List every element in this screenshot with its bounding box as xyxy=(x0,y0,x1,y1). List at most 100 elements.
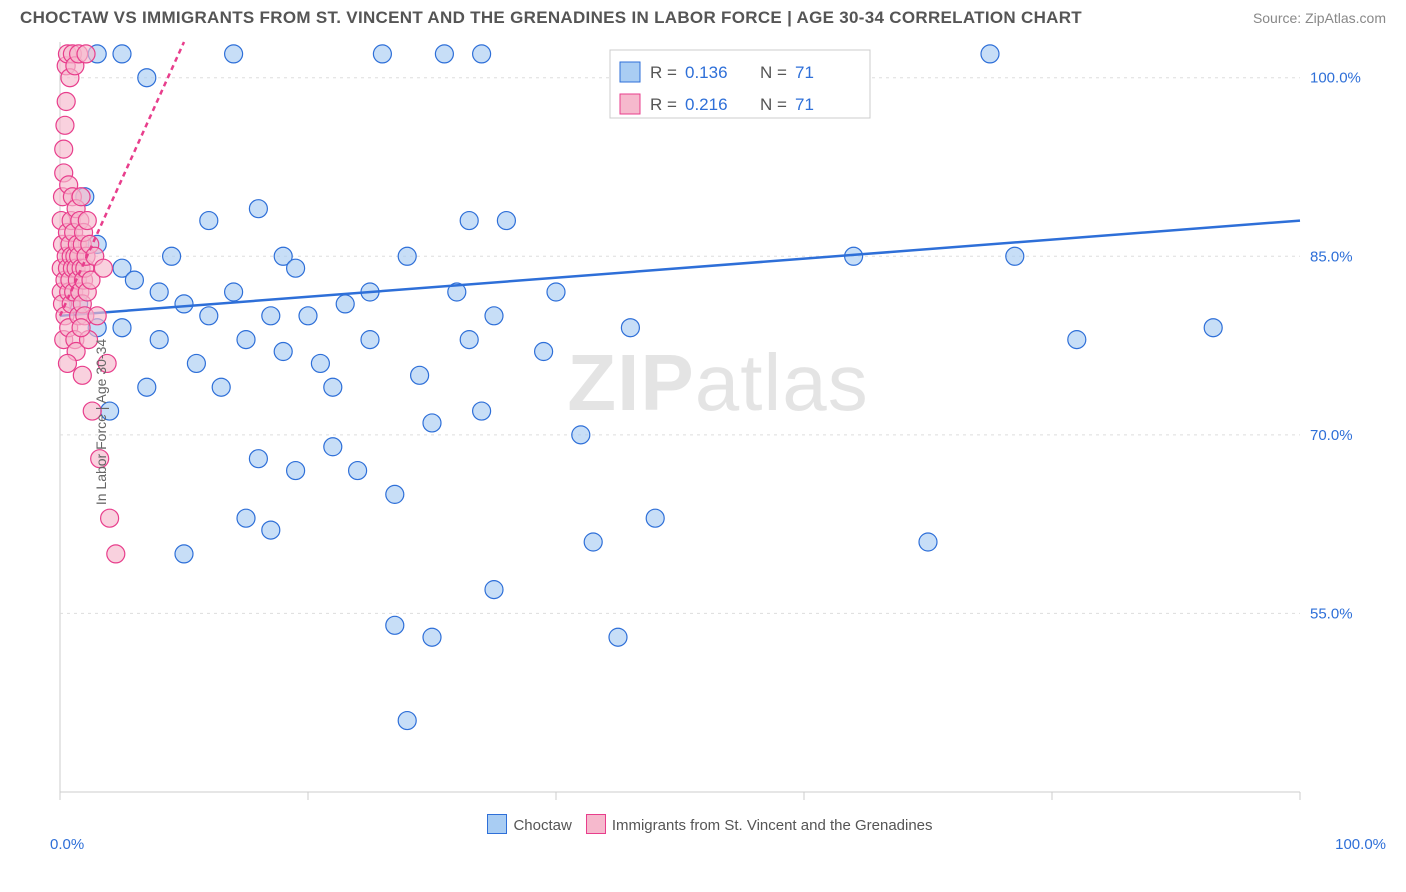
data-point xyxy=(621,319,639,337)
x-axis-min-label: 0.0% xyxy=(50,836,84,853)
data-point xyxy=(572,426,590,444)
data-point xyxy=(609,628,627,646)
legend-text: 71 xyxy=(795,63,814,82)
data-point xyxy=(287,259,305,277)
data-point xyxy=(398,712,416,730)
source-prefix: Source: xyxy=(1253,10,1305,26)
scatter-chart: 55.0%70.0%85.0%100.0%R =0.136N =71R =0.2… xyxy=(50,32,1370,812)
legend-swatch xyxy=(586,814,606,834)
data-point xyxy=(175,295,193,313)
data-point xyxy=(336,295,354,313)
source-link[interactable]: ZipAtlas.com xyxy=(1305,10,1386,26)
x-axis-max-label: 100.0% xyxy=(1335,836,1386,853)
data-point xyxy=(460,331,478,349)
data-point xyxy=(497,212,515,230)
data-point xyxy=(77,45,95,63)
data-point xyxy=(386,616,404,634)
data-point xyxy=(200,212,218,230)
data-point xyxy=(386,485,404,503)
data-point xyxy=(646,509,664,527)
correlation-legend: R =0.136N =71R =0.216N =71 xyxy=(610,50,870,118)
data-point xyxy=(107,545,125,563)
legend-swatch xyxy=(620,94,640,114)
y-tick-label: 55.0% xyxy=(1310,605,1353,622)
data-point xyxy=(225,45,243,63)
data-point xyxy=(150,331,168,349)
data-point xyxy=(311,354,329,372)
y-axis-label: In Labor Force | Age 30-34 xyxy=(93,339,109,505)
data-point xyxy=(262,521,280,539)
data-point xyxy=(56,116,74,134)
data-point xyxy=(423,628,441,646)
data-point xyxy=(1006,247,1024,265)
data-point xyxy=(547,283,565,301)
data-point xyxy=(398,247,416,265)
data-point xyxy=(212,378,230,396)
data-point xyxy=(435,45,453,63)
legend-text: N = xyxy=(760,95,787,114)
data-point xyxy=(72,188,90,206)
data-point xyxy=(113,45,131,63)
data-point xyxy=(57,93,75,111)
data-point xyxy=(299,307,317,325)
legend-swatch xyxy=(487,814,507,834)
data-point xyxy=(150,283,168,301)
data-point xyxy=(88,307,106,325)
chart-header: CHOCTAW VS IMMIGRANTS FROM ST. VINCENT A… xyxy=(0,0,1406,32)
data-point xyxy=(237,509,255,527)
data-point xyxy=(58,354,76,372)
legend-label: Choctaw xyxy=(513,817,571,834)
data-point xyxy=(225,283,243,301)
data-point xyxy=(200,307,218,325)
data-point xyxy=(473,45,491,63)
data-point xyxy=(324,438,342,456)
data-point xyxy=(163,247,181,265)
series-Choctaw xyxy=(60,45,1300,730)
data-point xyxy=(274,343,292,361)
legend-swatch xyxy=(620,62,640,82)
legend-label: Immigrants from St. Vincent and the Gren… xyxy=(612,817,933,834)
data-point xyxy=(1204,319,1222,337)
y-tick-label: 70.0% xyxy=(1310,427,1353,444)
data-point xyxy=(237,331,255,349)
data-point xyxy=(55,140,73,158)
chart-container: In Labor Force | Age 30-34 ZIPatlas 55.0… xyxy=(50,32,1386,812)
data-point xyxy=(94,259,112,277)
data-point xyxy=(473,402,491,420)
chart-title: CHOCTAW VS IMMIGRANTS FROM ST. VINCENT A… xyxy=(20,8,1082,28)
data-point xyxy=(1068,331,1086,349)
y-tick-label: 85.0% xyxy=(1310,248,1353,265)
legend-text: R = xyxy=(650,63,677,82)
data-point xyxy=(485,307,503,325)
data-point xyxy=(324,378,342,396)
data-point xyxy=(101,509,119,527)
data-point xyxy=(535,343,553,361)
data-point xyxy=(460,212,478,230)
data-point xyxy=(72,319,90,337)
legend-text: 71 xyxy=(795,95,814,114)
data-point xyxy=(373,45,391,63)
data-point xyxy=(249,200,267,218)
data-point xyxy=(138,69,156,87)
data-point xyxy=(919,533,937,551)
data-point xyxy=(287,462,305,480)
legend-text: 0.136 xyxy=(685,63,728,82)
data-point xyxy=(125,271,143,289)
data-point xyxy=(73,366,91,384)
source-attribution: Source: ZipAtlas.com xyxy=(1253,10,1386,26)
data-point xyxy=(175,545,193,563)
data-point xyxy=(411,366,429,384)
data-point xyxy=(361,331,379,349)
legend-text: R = xyxy=(650,95,677,114)
data-point xyxy=(423,414,441,432)
data-point xyxy=(113,319,131,337)
data-point xyxy=(485,581,503,599)
data-point xyxy=(262,307,280,325)
y-tick-label: 100.0% xyxy=(1310,70,1361,87)
series-legend: Choctaw Immigrants from St. Vincent and t… xyxy=(0,814,1406,834)
series-Immigrants from St. Vincent and the Grenadines xyxy=(52,42,184,563)
data-point xyxy=(78,212,96,230)
data-point xyxy=(187,354,205,372)
data-point xyxy=(981,45,999,63)
data-point xyxy=(349,462,367,480)
